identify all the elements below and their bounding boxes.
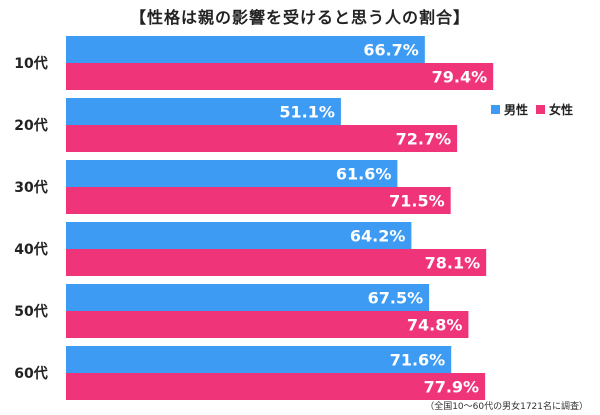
bar-male [66, 346, 452, 373]
data-label: 61.6% [336, 165, 392, 184]
legend-label-female: 女性 [549, 103, 574, 117]
bar-male [66, 160, 398, 187]
category-label: 10代 [14, 55, 47, 72]
data-label: 79.4% [432, 68, 488, 87]
bar-male [66, 98, 341, 125]
footnote: （全国10～60代の男女1721名に調査） [425, 402, 588, 412]
category-label: 60代 [14, 365, 47, 382]
data-label: 74.8% [407, 316, 463, 335]
category-label: 30代 [14, 179, 47, 196]
chart-title: 【性格は親の影響を受けると思う人の割合】 [129, 8, 470, 27]
bar-female [66, 249, 487, 276]
data-label: 71.6% [390, 351, 446, 370]
category-label: 50代 [14, 303, 47, 320]
legend: 男性 女性 [491, 101, 573, 118]
bar-male [66, 36, 425, 63]
legend-swatch-female [536, 105, 546, 114]
bar-male [66, 284, 430, 311]
bar-female [66, 63, 494, 90]
data-label: 67.5% [368, 289, 424, 308]
data-label: 64.2% [350, 227, 406, 246]
data-label: 77.9% [424, 378, 480, 397]
legend-label-male: 男性 [504, 103, 529, 117]
bar-female [66, 187, 451, 214]
data-label: 72.7% [396, 130, 452, 149]
bar-male [66, 222, 412, 249]
bar-female [66, 373, 486, 400]
data-label: 71.5% [389, 192, 445, 211]
legend-swatch-male [491, 105, 500, 114]
data-label: 51.1% [279, 103, 335, 122]
data-label: 78.1% [425, 254, 481, 273]
category-label: 40代 [14, 241, 47, 258]
bar-female [66, 125, 458, 152]
bar-female [66, 311, 469, 338]
data-label: 66.7% [363, 41, 419, 60]
category-label: 20代 [14, 117, 47, 134]
